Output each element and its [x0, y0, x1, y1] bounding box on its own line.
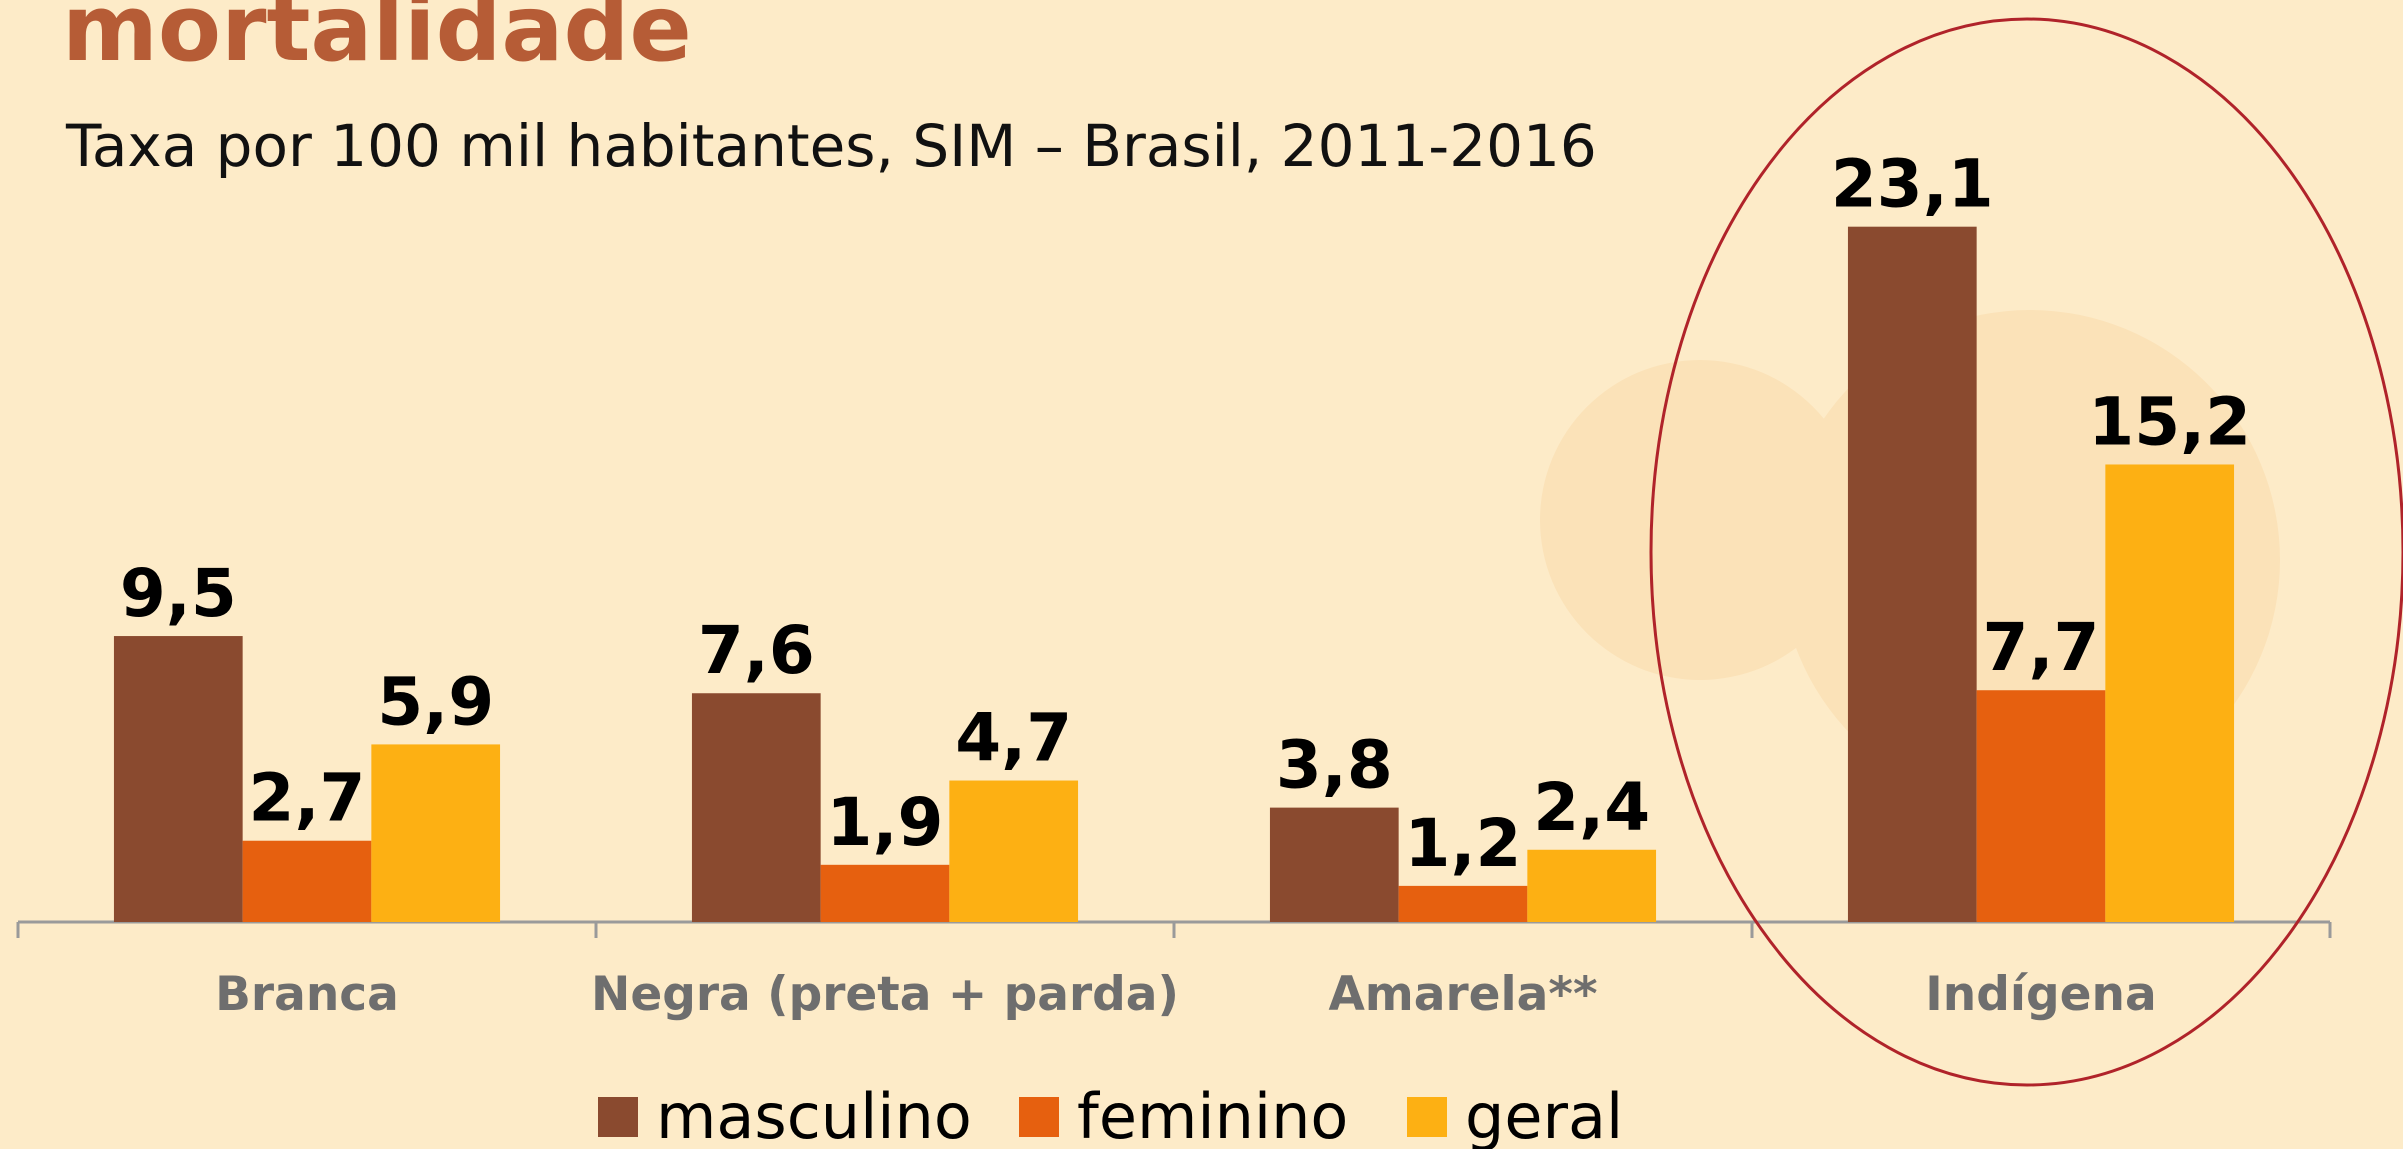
x-tick-label: Amarela**: [1328, 967, 1597, 1022]
chart-subtitle: Taxa por 100 mil habitantes, SIM – Brasi…: [65, 112, 1597, 180]
data-label: 7,6: [698, 612, 815, 689]
bar: [242, 840, 372, 922]
highlight-ellipse: [1649, 17, 2403, 1087]
background-decoration: [1540, 360, 1860, 680]
data-label: 15,2: [2088, 383, 2251, 460]
bar: [1976, 690, 2106, 922]
data-label: 2,4: [1533, 769, 1650, 846]
x-tick-label: Negra (preta + parda): [591, 967, 1179, 1022]
plot: Branca 9,5 2,75,9 Negra (preta + parda) 7,6 1…: [16, 146, 2332, 1149]
legend-label: geral: [1465, 1080, 1623, 1149]
bar: [1527, 849, 1657, 922]
bar: [1847, 226, 1977, 922]
data-label: 23,1: [1831, 146, 1994, 223]
data-label: 7,7: [1983, 609, 2100, 686]
bar: [371, 744, 501, 922]
bar: [820, 864, 950, 922]
data-label: 3,8: [1276, 727, 1393, 804]
bar: [691, 693, 821, 922]
bar: [949, 780, 1079, 922]
legend-label: feminino: [1077, 1080, 1348, 1149]
data-label: 1,9: [827, 784, 944, 861]
legend-swatch: [1019, 1097, 1059, 1137]
x-tick-label: Indígena: [1925, 967, 2156, 1022]
data-label: 5,9: [377, 663, 494, 740]
data-label: 2,7: [249, 760, 366, 837]
x-tick-label: Branca: [215, 967, 399, 1022]
data-label: 4,7: [955, 700, 1072, 777]
legend-label: masculino: [656, 1080, 972, 1149]
bar: [1398, 885, 1528, 922]
bar: [113, 636, 243, 922]
data-label: 9,5: [120, 555, 237, 632]
chart-title: mortalidade: [62, 0, 692, 82]
legend-swatch: [1407, 1097, 1447, 1137]
data-label: 1,2: [1405, 805, 1522, 882]
legend-swatch: [598, 1097, 638, 1137]
bar: [2105, 464, 2235, 922]
bar: [1269, 807, 1399, 922]
